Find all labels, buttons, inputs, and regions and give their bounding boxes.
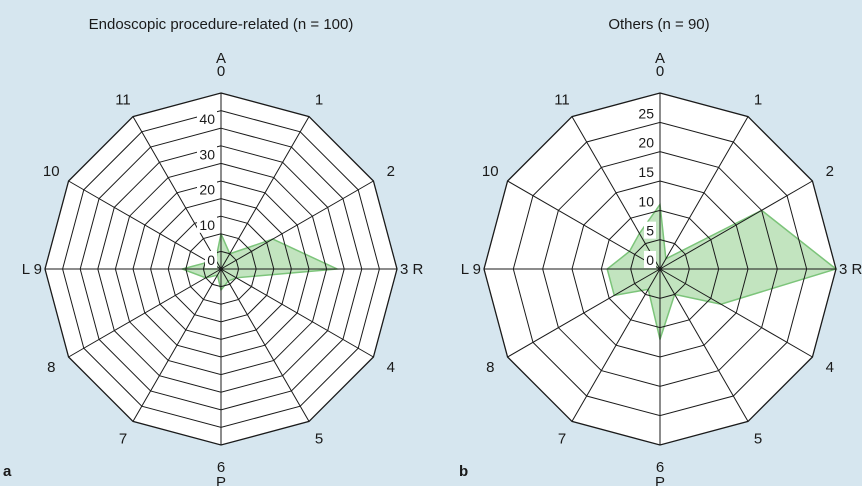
category-label: 0	[217, 63, 225, 80]
category-label: 3 R	[839, 261, 862, 278]
direction-label-top: A	[216, 50, 226, 67]
panel-a-title: Endoscopic procedure-related (n = 100)	[88, 16, 354, 33]
radar-panel-a: 0 10 20 30 40 0 1 2 3 R 4 5 6 7 8 L 9 10 11 A P	[22, 50, 424, 486]
radial-tick-label: 20	[638, 135, 654, 151]
grid-spoke	[507, 180, 661, 270]
category-label: 11	[554, 91, 570, 108]
category-label: 10	[482, 163, 499, 180]
tick-label-bg	[197, 215, 217, 233]
category-label: 2	[826, 163, 834, 180]
category-label: 3 R	[400, 261, 424, 278]
category-label: 5	[754, 431, 762, 448]
tick-label-bg	[205, 251, 217, 268]
tick-label-bg	[644, 221, 656, 239]
grid-spoke	[68, 268, 222, 358]
grid-spoke	[571, 116, 661, 270]
grid-spoke	[571, 268, 661, 422]
tick-label-bg	[636, 104, 656, 122]
direction-label-top: A	[655, 50, 665, 67]
grid-spoke	[68, 180, 222, 270]
grid-spoke	[132, 268, 222, 422]
category-label: 0	[656, 63, 664, 80]
radial-tick-label: 10	[199, 217, 215, 233]
category-label: L 9	[22, 261, 42, 278]
category-label: 5	[315, 431, 323, 448]
tick-label-bg	[644, 251, 656, 268]
category-label: 4	[387, 359, 395, 376]
panel-a-label: a	[3, 463, 12, 480]
grid-spoke	[220, 268, 310, 422]
category-label: 4	[826, 359, 834, 376]
panel-b-title: Others (n = 90)	[608, 16, 710, 33]
tick-label-bg	[636, 192, 656, 210]
radial-tick-label: 30	[199, 146, 215, 162]
category-label: 2	[387, 163, 395, 180]
radial-tick-label: 20	[199, 182, 215, 198]
category-label: 6	[217, 459, 225, 476]
grid-spoke	[659, 268, 813, 358]
radar-panel-b: 0 5 10 15 20 25 0 1 2 3 R 4 5 6 7 8 L 9 10 11 A P	[461, 50, 862, 486]
radial-tick-label: 15	[638, 164, 654, 180]
tick-label-bg	[197, 145, 217, 163]
grid-spoke	[220, 268, 374, 358]
radial-tick-label: 0	[207, 252, 215, 268]
grid-spoke	[659, 116, 749, 270]
radial-tick-label: 5	[646, 223, 654, 239]
grid-spoke	[220, 116, 310, 270]
grid-spoke	[659, 268, 749, 422]
radial-tick-label: 40	[199, 111, 215, 127]
category-label: 6	[656, 459, 664, 476]
category-label: 8	[486, 359, 494, 376]
direction-label-bottom: P	[216, 474, 226, 486]
grid-spoke	[507, 268, 661, 358]
grid-spoke	[132, 116, 222, 270]
category-label: 8	[47, 359, 55, 376]
tick-label-bg	[636, 133, 656, 151]
grid-spoke	[220, 180, 374, 270]
category-label: 1	[754, 91, 762, 108]
grid-spoke	[659, 180, 813, 270]
category-label: 1	[315, 91, 323, 108]
tick-label-bg	[636, 163, 656, 180]
category-label: 11	[115, 91, 131, 108]
category-label: 10	[43, 163, 60, 180]
radial-tick-label: 0	[646, 252, 654, 268]
tick-label-bg	[197, 110, 217, 128]
panel-b-label: b	[459, 463, 469, 480]
category-label: L 9	[461, 261, 481, 278]
tick-label-bg	[197, 180, 217, 198]
category-label: 7	[558, 431, 566, 448]
category-label: 7	[119, 431, 127, 448]
radial-tick-label: 10	[638, 193, 654, 209]
radial-tick-label: 25	[638, 105, 654, 121]
direction-label-bottom: P	[655, 474, 665, 486]
